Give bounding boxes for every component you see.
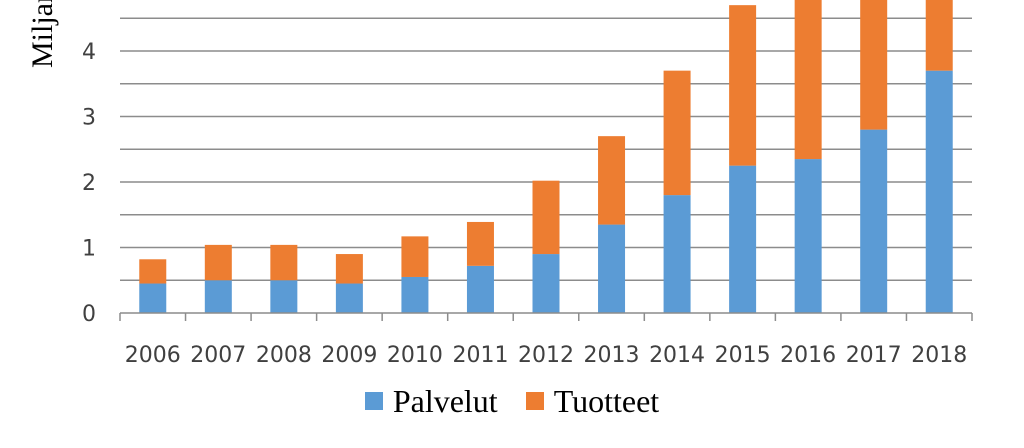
x-tick-label: 2017 [846, 343, 902, 368]
gridlines [120, 17, 972, 281]
bar-tuotteet-2011 [466, 221, 494, 266]
legend-swatch-palvelut [364, 392, 383, 410]
x-tick-label: 2011 [452, 343, 508, 368]
x-tick-label: 2016 [780, 343, 836, 368]
bar-tuotteet-2012 [532, 180, 560, 255]
bar-tuotteet-2007 [204, 244, 232, 281]
x-tick-label: 2013 [584, 343, 640, 368]
bar-tuotteet-2018 [925, 0, 953, 71]
y-tick-label: 1 [82, 237, 96, 262]
bar-palvelut-2009 [335, 283, 363, 313]
bar-palvelut-2014 [663, 195, 691, 313]
bar-tuotteet-2006 [139, 259, 167, 284]
bar-tuotteet-2015 [729, 5, 757, 166]
bar-tuotteet-2013 [598, 136, 626, 225]
bar-tuotteet-2009 [335, 254, 363, 284]
legend-item-palvelut: Palvelut [364, 382, 498, 420]
bar-tuotteet-2016 [794, 0, 822, 160]
x-tick-labels: 2006 2007 2008 2009 2010 2011 2012 2013 2014 2015… [125, 343, 967, 368]
bar-palvelut-2012 [532, 254, 560, 313]
bar-tuotteet-2008 [270, 244, 298, 281]
bar-palvelut-2015 [729, 165, 757, 313]
x-tick-label: 2006 [125, 343, 181, 368]
y-tick-label: 3 [82, 106, 96, 131]
bar-palvelut-2017 [860, 129, 888, 313]
y-tick-labels: 0 1 2 3 4 [82, 40, 96, 327]
legend-label-tuotteet: Tuotteet [553, 382, 660, 419]
bar-palvelut-2007 [204, 280, 232, 313]
bar-tuotteet-2014 [663, 70, 691, 196]
bar-palvelut-2013 [598, 224, 626, 313]
bars [139, 0, 953, 314]
x-tick-label: 2018 [911, 343, 967, 368]
bar-palvelut-2006 [139, 283, 167, 313]
legend-item-tuotteet: Tuotteet [525, 382, 660, 420]
y-tick-label: 4 [82, 40, 96, 65]
legend-label-palvelut: Palvelut [392, 382, 498, 419]
y-tick-label: 0 [82, 302, 96, 327]
x-tick-label: 2008 [256, 343, 312, 368]
bar-palvelut-2018 [925, 70, 953, 314]
x-tick-label: 2010 [387, 343, 443, 368]
x-tick-label: 2014 [649, 343, 705, 368]
bar-palvelut-2016 [794, 159, 822, 313]
bar-tuotteet-2017 [860, 0, 888, 130]
x-tick-label: 2007 [190, 343, 246, 368]
legend: Palvelut Tuotteet [0, 376, 1024, 426]
legend-swatch-tuotteet [525, 392, 544, 410]
bar-palvelut-2010 [401, 276, 429, 313]
y-tick-label: 2 [82, 171, 96, 196]
bar-palvelut-2008 [270, 280, 298, 313]
x-axis [119, 312, 973, 321]
x-tick-label: 2015 [715, 343, 771, 368]
x-tick-label: 2009 [321, 343, 377, 368]
bar-palvelut-2011 [466, 265, 494, 313]
bar-tuotteet-2010 [401, 236, 429, 277]
x-tick-label: 2012 [518, 343, 574, 368]
